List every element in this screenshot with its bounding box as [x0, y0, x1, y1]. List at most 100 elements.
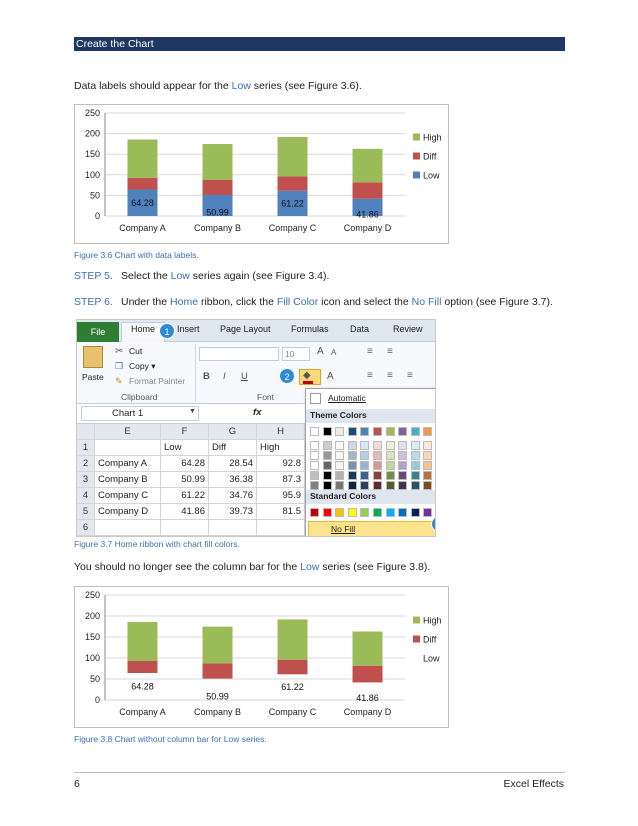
theme-color-swatch[interactable] — [423, 461, 433, 470]
theme-color-swatch[interactable] — [410, 441, 420, 450]
table-cell[interactable]: 36.38 — [209, 472, 257, 488]
theme-color-swatch[interactable] — [335, 481, 345, 490]
theme-color-swatch[interactable] — [347, 461, 357, 470]
standard-color-swatch[interactable] — [322, 508, 332, 517]
no-fill-label[interactable]: No Fill — [331, 524, 356, 534]
theme-color-swatch[interactable] — [410, 451, 420, 460]
theme-color-swatch[interactable] — [373, 471, 382, 480]
table-cell[interactable] — [161, 520, 209, 536]
theme-color-swatch[interactable] — [373, 441, 382, 450]
table-cell[interactable]: 92.8 — [257, 456, 305, 472]
automatic-swatch[interactable] — [310, 393, 321, 404]
standard-color-swatch[interactable] — [410, 508, 420, 517]
theme-color-swatch[interactable] — [347, 471, 357, 480]
table-cell[interactable]: 39.73 — [209, 504, 257, 520]
paste-button[interactable]: Paste — [82, 372, 104, 382]
table-cell[interactable] — [209, 520, 257, 536]
theme-color-swatch[interactable] — [322, 427, 332, 436]
name-box-dropdown-icon[interactable]: ▼ — [189, 408, 196, 415]
copy-button[interactable]: Copy ▾ — [129, 361, 156, 371]
theme-color-swatch[interactable] — [310, 471, 319, 480]
column-header-f[interactable]: F — [161, 424, 209, 440]
align-left-icon[interactable]: ≡ — [367, 370, 373, 381]
theme-color-swatch[interactable] — [385, 461, 395, 470]
tab-file[interactable]: File — [77, 322, 119, 342]
fill-color-button[interactable]: ◆ — [299, 369, 321, 385]
standard-color-swatch[interactable] — [347, 508, 357, 517]
bold-button[interactable]: B — [203, 371, 210, 382]
theme-color-swatch[interactable] — [410, 461, 420, 470]
table-cell[interactable]: 41.86 — [161, 504, 209, 520]
font-color-icon[interactable]: A — [327, 371, 334, 382]
theme-color-swatch[interactable] — [385, 451, 395, 460]
theme-color-swatch[interactable] — [410, 471, 420, 480]
tab-data[interactable]: Data — [350, 324, 370, 334]
theme-color-swatch[interactable] — [373, 451, 382, 460]
theme-color-swatch[interactable] — [410, 481, 420, 490]
theme-color-swatch[interactable] — [398, 427, 408, 436]
theme-color-swatch[interactable] — [322, 461, 332, 470]
row-header[interactable]: 2 — [77, 456, 95, 472]
table-cell[interactable]: 50.99 — [161, 472, 209, 488]
theme-color-swatch[interactable] — [335, 427, 345, 436]
theme-color-swatch[interactable] — [360, 461, 370, 470]
theme-color-swatch[interactable] — [385, 481, 395, 490]
theme-color-swatch[interactable] — [347, 427, 357, 436]
theme-color-swatch[interactable] — [398, 471, 408, 480]
row-header[interactable]: 6 — [77, 520, 95, 536]
row-header[interactable]: 4 — [77, 488, 95, 504]
select-all-corner[interactable] — [77, 424, 95, 440]
theme-color-swatch[interactable] — [347, 481, 357, 490]
standard-color-swatch[interactable] — [335, 508, 345, 517]
theme-color-swatch[interactable] — [310, 427, 319, 436]
theme-color-swatch[interactable] — [335, 471, 345, 480]
align-right-icon[interactable]: ≡ — [407, 370, 413, 381]
table-cell[interactable]: Low — [161, 440, 209, 456]
column-header-e[interactable]: E — [95, 424, 161, 440]
theme-color-swatch[interactable] — [385, 441, 395, 450]
standard-color-swatch[interactable] — [385, 508, 395, 517]
automatic-option[interactable]: Automatic — [328, 393, 366, 403]
italic-button[interactable]: I — [223, 371, 226, 382]
theme-color-swatch[interactable] — [322, 441, 332, 450]
tab-page-layout[interactable]: Page Layout — [220, 324, 271, 334]
theme-color-swatch[interactable] — [347, 441, 357, 450]
table-cell[interactable]: Company C — [95, 488, 161, 504]
theme-color-swatch[interactable] — [373, 427, 382, 436]
no-fill-option[interactable]: No Fill — [308, 521, 435, 536]
theme-color-swatch[interactable] — [423, 471, 433, 480]
theme-color-swatch[interactable] — [398, 451, 408, 460]
theme-color-swatch[interactable] — [398, 441, 408, 450]
paste-icon[interactable] — [83, 346, 103, 368]
row-header[interactable]: 5 — [77, 504, 95, 520]
column-header-h[interactable]: H — [257, 424, 305, 440]
theme-color-swatch[interactable] — [322, 481, 332, 490]
theme-color-swatch[interactable] — [360, 451, 370, 460]
theme-color-swatch[interactable] — [373, 461, 382, 470]
theme-color-swatch[interactable] — [398, 481, 408, 490]
standard-color-swatch[interactable] — [360, 508, 370, 517]
format-painter-button[interactable]: Format Painter — [129, 376, 186, 386]
table-cell[interactable]: 81.5 — [257, 504, 305, 520]
name-box[interactable]: Chart 1 — [81, 406, 199, 421]
tab-home[interactable]: Home — [131, 324, 156, 334]
theme-color-swatch[interactable] — [310, 451, 319, 460]
shrink-font-icon[interactable]: A — [331, 348, 337, 357]
table-cell[interactable]: 34.76 — [209, 488, 257, 504]
table-cell[interactable]: 64.28 — [161, 456, 209, 472]
theme-color-swatch[interactable] — [322, 471, 332, 480]
theme-color-swatch[interactable] — [360, 441, 370, 450]
theme-color-swatch[interactable] — [423, 481, 433, 490]
theme-color-swatch[interactable] — [310, 461, 319, 470]
tab-review[interactable]: Review — [393, 324, 423, 334]
standard-color-swatch[interactable] — [373, 508, 382, 517]
table-cell[interactable]: 28.54 — [209, 456, 257, 472]
theme-color-swatch[interactable] — [423, 441, 433, 450]
cut-button[interactable]: Cut — [129, 346, 143, 356]
theme-color-swatch[interactable] — [410, 427, 420, 436]
table-cell[interactable]: 61.22 — [161, 488, 209, 504]
theme-color-swatch[interactable] — [385, 471, 395, 480]
table-cell[interactable] — [95, 520, 161, 536]
table-cell[interactable]: High — [257, 440, 305, 456]
theme-color-swatch[interactable] — [423, 427, 433, 436]
